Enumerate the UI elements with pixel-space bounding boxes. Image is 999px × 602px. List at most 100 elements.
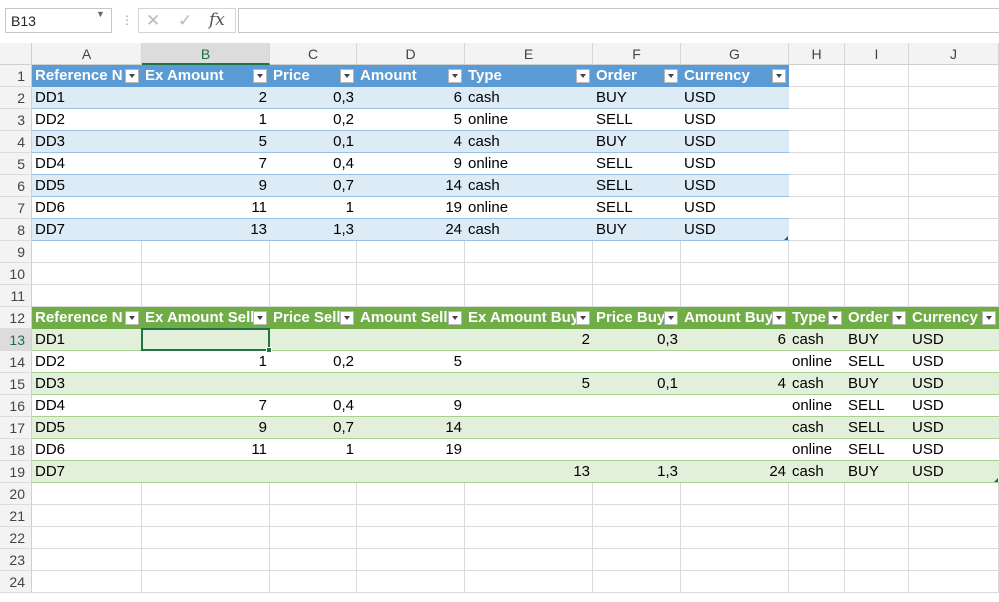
- row-header-17[interactable]: 17: [0, 417, 32, 439]
- table1-cell[interactable]: 0,3: [270, 87, 357, 109]
- grid-cell[interactable]: [593, 549, 681, 571]
- filter-dropdown-icon[interactable]: [892, 311, 906, 325]
- table1-header[interactable]: Price: [270, 65, 357, 87]
- filter-dropdown-icon[interactable]: [664, 69, 678, 83]
- grid-cell[interactable]: [909, 285, 999, 307]
- grid-cell[interactable]: [845, 505, 909, 527]
- grid-cell[interactable]: [789, 285, 845, 307]
- grid-cell[interactable]: [845, 549, 909, 571]
- name-box[interactable]: B13: [5, 8, 112, 33]
- table2-cell[interactable]: [681, 395, 789, 417]
- filter-dropdown-icon[interactable]: [828, 311, 842, 325]
- table2-cell[interactable]: 7: [142, 395, 270, 417]
- grid-cell[interactable]: [270, 241, 357, 263]
- grid-cell[interactable]: [357, 527, 465, 549]
- table2-cell[interactable]: 0,7: [270, 417, 357, 439]
- table2-cell[interactable]: DD2: [32, 351, 142, 373]
- grid-cell[interactable]: [909, 549, 999, 571]
- table1-cell[interactable]: 1: [270, 197, 357, 219]
- table1-cell[interactable]: USD: [681, 153, 789, 175]
- row-header-2[interactable]: 2: [0, 87, 32, 109]
- column-header-j[interactable]: J: [909, 43, 999, 65]
- grid-cell[interactable]: [270, 483, 357, 505]
- table2-cell[interactable]: USD: [909, 329, 999, 351]
- grid-cell[interactable]: [32, 241, 142, 263]
- grid-cell[interactable]: [789, 527, 845, 549]
- table2-cell[interactable]: 9: [357, 395, 465, 417]
- grid-cell[interactable]: [142, 483, 270, 505]
- table1-cell[interactable]: DD7: [32, 219, 142, 241]
- table1-cell[interactable]: DD3: [32, 131, 142, 153]
- table2-cell[interactable]: [357, 461, 465, 483]
- column-header-e[interactable]: E: [465, 43, 593, 65]
- table1-header[interactable]: Type: [465, 65, 593, 87]
- table1-cell[interactable]: 11: [142, 197, 270, 219]
- row-header-22[interactable]: 22: [0, 527, 32, 549]
- table2-cell[interactable]: cash: [789, 461, 845, 483]
- table2-cell[interactable]: 4: [681, 373, 789, 395]
- filter-dropdown-icon[interactable]: [253, 69, 267, 83]
- table1-cell[interactable]: SELL: [593, 175, 681, 197]
- row-header-21[interactable]: 21: [0, 505, 32, 527]
- grid-cell[interactable]: [789, 483, 845, 505]
- table1-cell[interactable]: 5: [357, 109, 465, 131]
- table1-cell[interactable]: 19: [357, 197, 465, 219]
- table2-cell[interactable]: 1: [270, 439, 357, 461]
- table1-cell[interactable]: 7: [142, 153, 270, 175]
- grid-cell[interactable]: [909, 483, 999, 505]
- row-header-23[interactable]: 23: [0, 549, 32, 571]
- table1-cell[interactable]: 5: [142, 131, 270, 153]
- table1-cell[interactable]: 0,1: [270, 131, 357, 153]
- filter-dropdown-icon[interactable]: [253, 311, 267, 325]
- table1-header[interactable]: Currency: [681, 65, 789, 87]
- table1-cell[interactable]: cash: [465, 219, 593, 241]
- grid-cell[interactable]: [32, 549, 142, 571]
- grid-cell[interactable]: [845, 219, 909, 241]
- grid-cell[interactable]: [465, 263, 593, 285]
- grid-cell[interactable]: [593, 241, 681, 263]
- column-header-a[interactable]: A: [32, 43, 142, 65]
- grid-cell[interactable]: [909, 571, 999, 593]
- grid-cell[interactable]: [270, 549, 357, 571]
- table2-cell[interactable]: online: [789, 439, 845, 461]
- filter-dropdown-icon[interactable]: [664, 311, 678, 325]
- grid-cell[interactable]: [465, 549, 593, 571]
- grid-cell[interactable]: [845, 197, 909, 219]
- table2-cell[interactable]: [270, 373, 357, 395]
- grid-cell[interactable]: [909, 241, 999, 263]
- table1-cell[interactable]: BUY: [593, 219, 681, 241]
- table2-cell[interactable]: [357, 373, 465, 395]
- table2-header[interactable]: Currency: [909, 307, 999, 329]
- table1-cell[interactable]: SELL: [593, 197, 681, 219]
- grid-cell[interactable]: [909, 131, 999, 153]
- grid-cell[interactable]: [32, 505, 142, 527]
- table2-cell[interactable]: [593, 417, 681, 439]
- table-resize-handle[interactable]: [994, 478, 998, 482]
- table2-cell[interactable]: [681, 439, 789, 461]
- column-header-h[interactable]: H: [789, 43, 845, 65]
- grid-cell[interactable]: [357, 263, 465, 285]
- grid-cell[interactable]: [681, 549, 789, 571]
- table2-cell[interactable]: [593, 439, 681, 461]
- grid-cell[interactable]: [593, 285, 681, 307]
- grid-cell[interactable]: [845, 175, 909, 197]
- table2-cell[interactable]: [357, 329, 465, 351]
- grid-cell[interactable]: [142, 505, 270, 527]
- grid-cell[interactable]: [465, 285, 593, 307]
- grid-cell[interactable]: [32, 527, 142, 549]
- table2-cell[interactable]: [465, 351, 593, 373]
- grid-cell[interactable]: [681, 527, 789, 549]
- table1-cell[interactable]: USD: [681, 219, 789, 241]
- row-header-12[interactable]: 12: [0, 307, 32, 329]
- grid-cell[interactable]: [32, 483, 142, 505]
- table2-cell[interactable]: [681, 351, 789, 373]
- table2-header[interactable]: Amount Sell: [357, 307, 465, 329]
- filter-dropdown-icon[interactable]: [576, 311, 590, 325]
- active-cell-outline[interactable]: [141, 328, 270, 351]
- column-header-f[interactable]: F: [593, 43, 681, 65]
- row-header-14[interactable]: 14: [0, 351, 32, 373]
- row-header-24[interactable]: 24: [0, 571, 32, 593]
- table2-cell[interactable]: SELL: [845, 417, 909, 439]
- table1-cell[interactable]: 0,7: [270, 175, 357, 197]
- row-header-15[interactable]: 15: [0, 373, 32, 395]
